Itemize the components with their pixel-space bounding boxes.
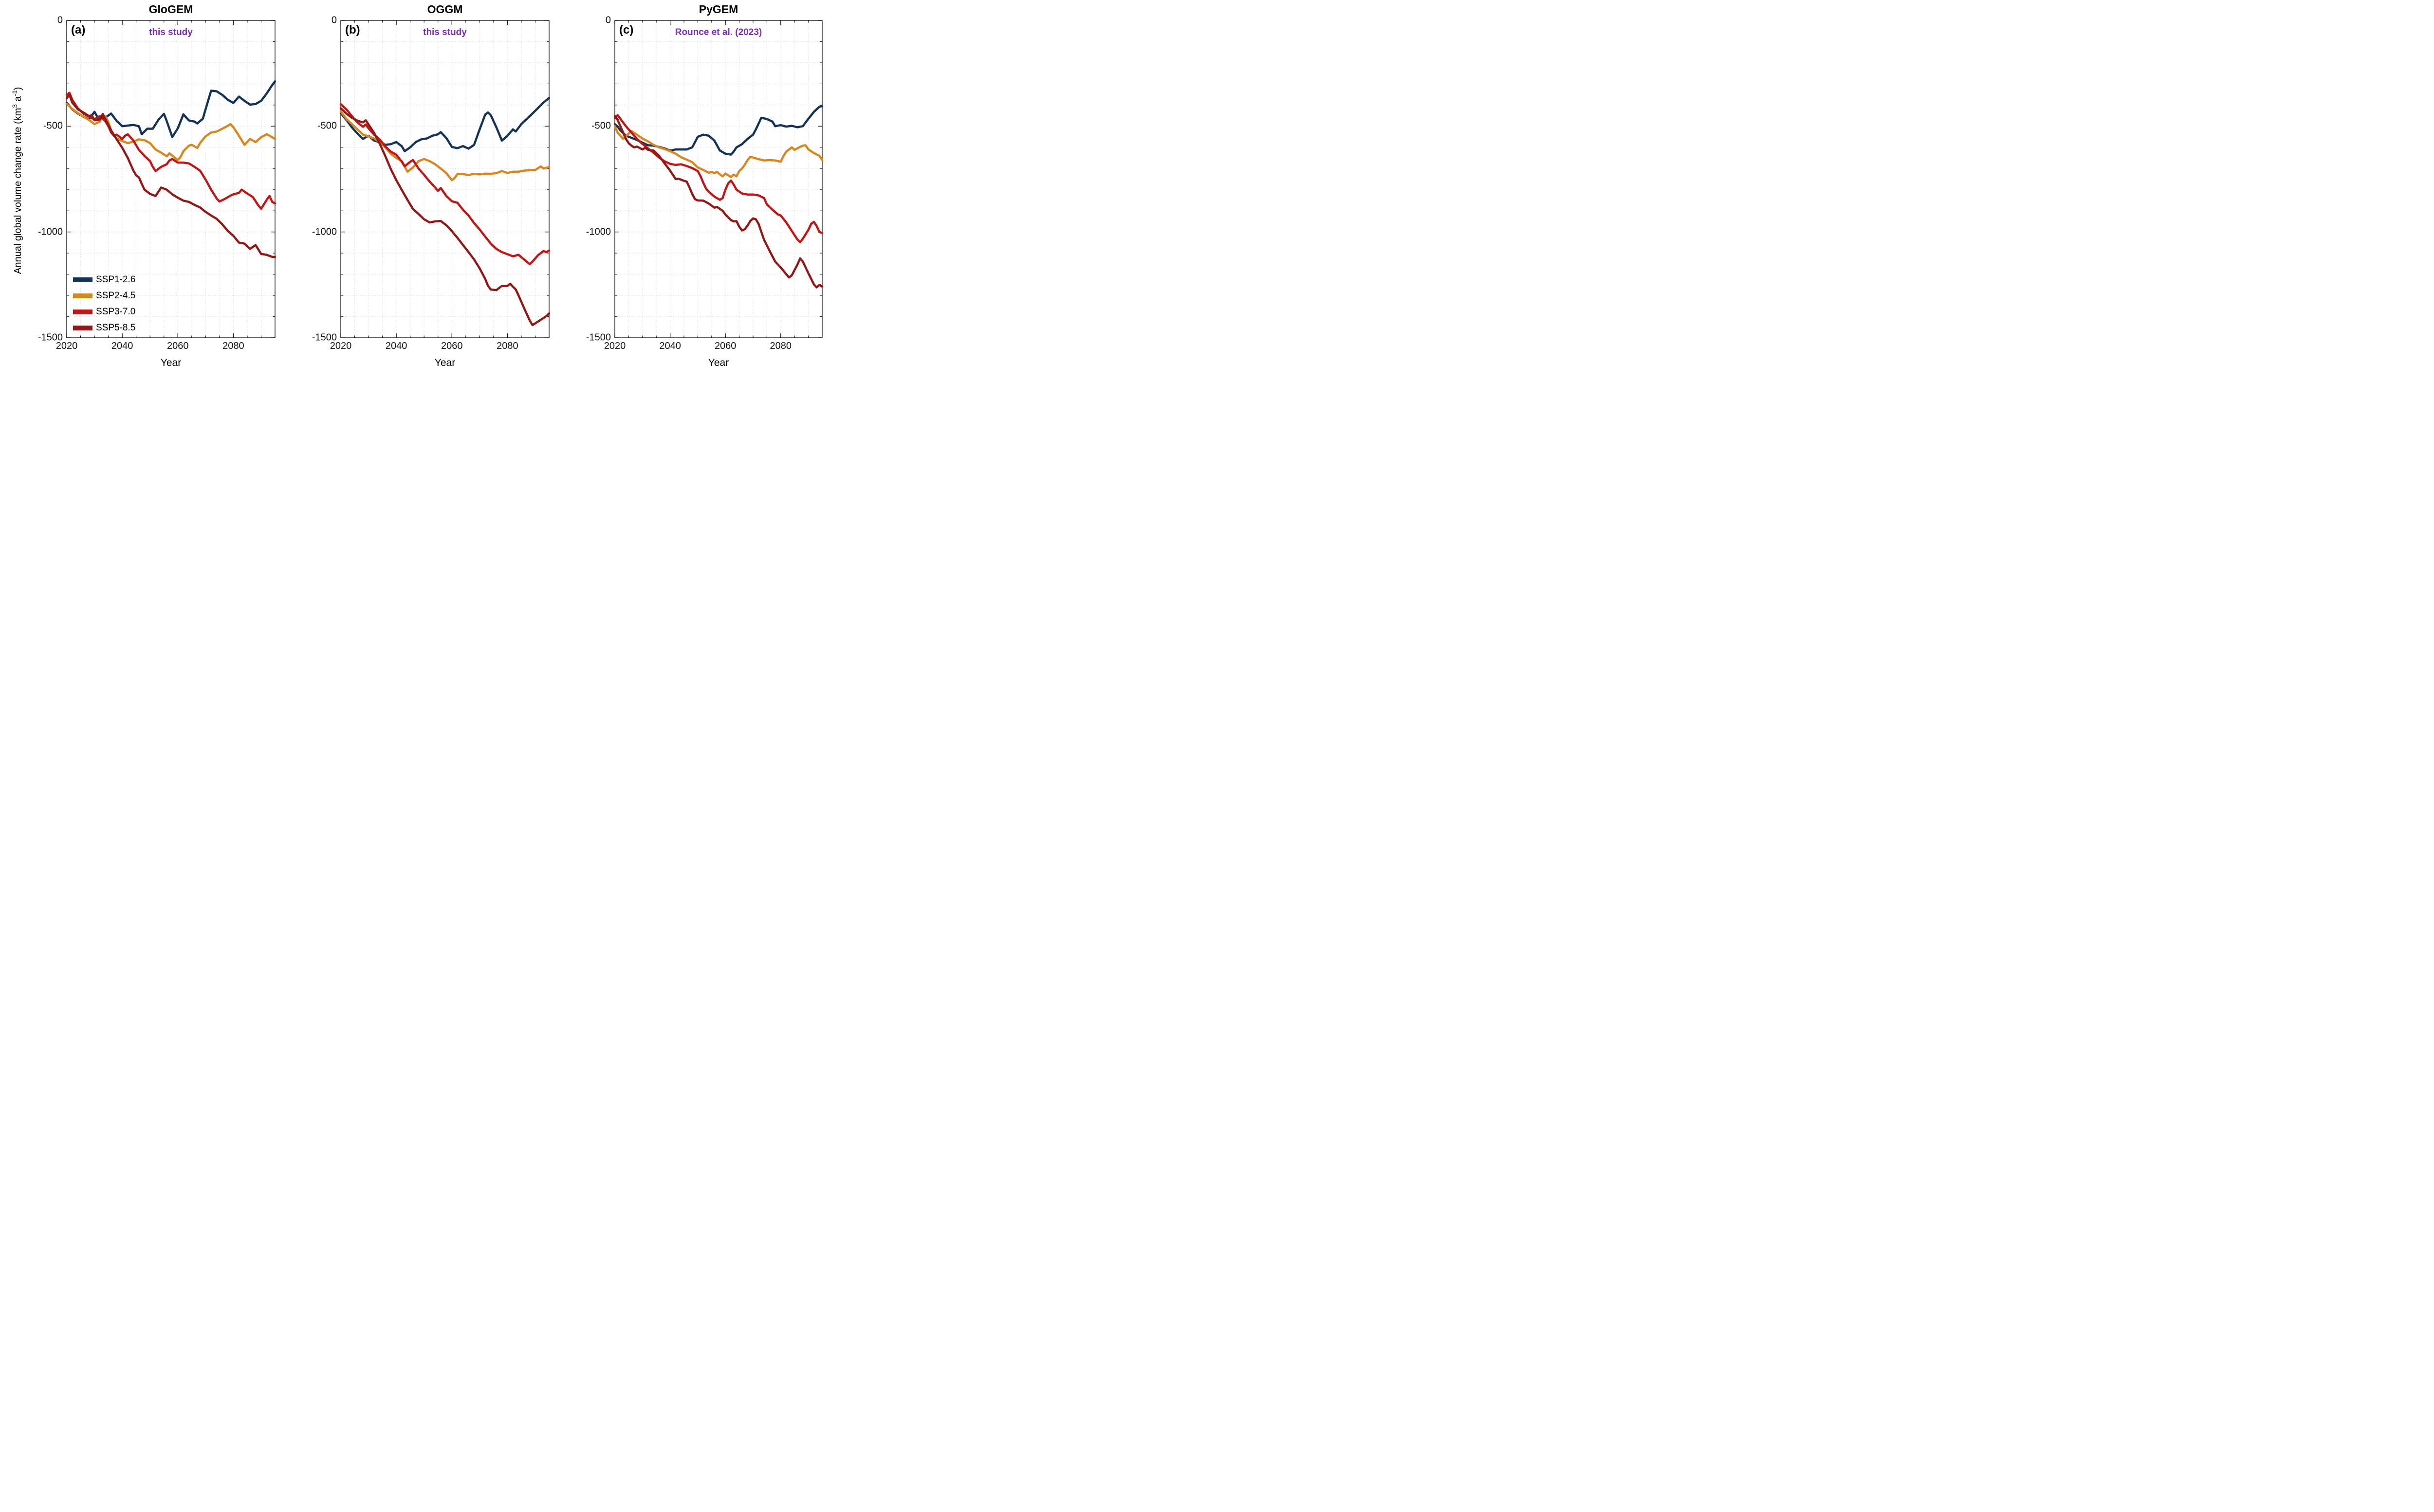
legend-swatch-ssp3-7.0	[73, 309, 92, 314]
x-tick-label: 2060	[714, 341, 737, 351]
legend-label: SSP1-2.6	[96, 274, 136, 285]
panel-b-title: OGGM	[427, 3, 463, 16]
x-tick-label: 2080	[770, 341, 792, 351]
y-tick-label: -1500	[37, 332, 63, 343]
line-ssp1-2.6-panel-b	[339, 96, 551, 152]
x-tick-label: 2020	[604, 341, 626, 351]
line-ssp1-2.6-panel-a	[65, 80, 277, 138]
legend-swatch-ssp5-8.5	[73, 325, 92, 330]
y-tick-label: 0	[331, 15, 337, 26]
plot-box	[340, 20, 550, 338]
panel-c-title: PyGEM	[699, 3, 738, 16]
x-axis-label: Year	[434, 357, 456, 368]
line-ssp1-2.6-panel-c	[613, 105, 824, 156]
x-tick-label: 2040	[659, 341, 681, 351]
panel-a-title: GloGEM	[148, 3, 193, 16]
legend: SSP1-2.6 SSP2-4.5 SSP3-7.0 SSP5-8.5	[73, 272, 135, 336]
plot-box	[614, 20, 823, 338]
y-tick-label: -1000	[37, 226, 63, 237]
y-tick-label: -1000	[312, 226, 337, 237]
panel-a-letter: (a)	[71, 23, 86, 36]
x-tick-label: 2060	[167, 341, 189, 351]
x-tick-label: 2040	[385, 341, 407, 351]
chart-canvas	[65, 20, 824, 338]
y-tick-label: -1500	[312, 332, 337, 343]
legend-swatch-ssp1-2.6	[73, 277, 92, 282]
y-tick-label: -500	[43, 120, 63, 131]
x-tick-label: 2080	[222, 341, 244, 351]
panel-b-letter: (b)	[345, 23, 360, 36]
y-tick-label: -500	[591, 120, 611, 131]
y-tick-label: -1500	[586, 332, 611, 343]
y-tick-label: -500	[317, 120, 337, 131]
x-tick-label: 2020	[330, 341, 352, 351]
y-axis-label: Annual global volume change rate (km3 a-…	[11, 87, 23, 274]
line-ssp3-7.0-panel-a	[65, 91, 277, 210]
line-ssp5-8.5-panel-a	[65, 93, 277, 258]
x-tick-label: 2020	[55, 341, 78, 351]
line-ssp5-8.5-panel-c	[613, 115, 824, 289]
legend-swatch-ssp2-4.5	[73, 293, 92, 298]
x-tick-label: 2040	[111, 341, 133, 351]
figure-three-panel-line-chart: Annual global volume change rate (km3 a-…	[0, 0, 826, 378]
y-tick-label: -1000	[586, 226, 611, 237]
panel-c-annotation: Rounce et al. (2023)	[675, 27, 762, 37]
legend-label: SSP3-7.0	[96, 306, 136, 317]
legend-item-ssp5: SSP5-8.5	[73, 320, 135, 336]
legend-label: SSP5-8.5	[96, 322, 136, 333]
legend-label: SSP2-4.5	[96, 290, 136, 301]
legend-item-ssp2: SSP2-4.5	[73, 288, 135, 304]
line-ssp3-7.0-panel-c	[613, 114, 824, 243]
line-ssp5-8.5-panel-b	[339, 107, 551, 327]
line-ssp2-4.5-panel-c	[613, 125, 824, 178]
panel-c-letter: (c)	[619, 23, 634, 36]
x-tick-label: 2060	[441, 341, 463, 351]
x-axis-label: Year	[160, 357, 182, 368]
y-tick-label: 0	[605, 15, 611, 26]
y-tick-label: 0	[57, 15, 63, 26]
x-tick-label: 2080	[497, 341, 518, 351]
x-axis-label: Year	[708, 357, 729, 368]
plot-box	[66, 20, 276, 338]
legend-item-ssp1: SSP1-2.6	[73, 272, 135, 288]
panel-b-annotation: this study	[423, 27, 467, 37]
legend-item-ssp3: SSP3-7.0	[73, 304, 135, 320]
panel-a-annotation: this study	[149, 27, 193, 37]
line-ssp2-4.5-panel-b	[339, 110, 551, 182]
